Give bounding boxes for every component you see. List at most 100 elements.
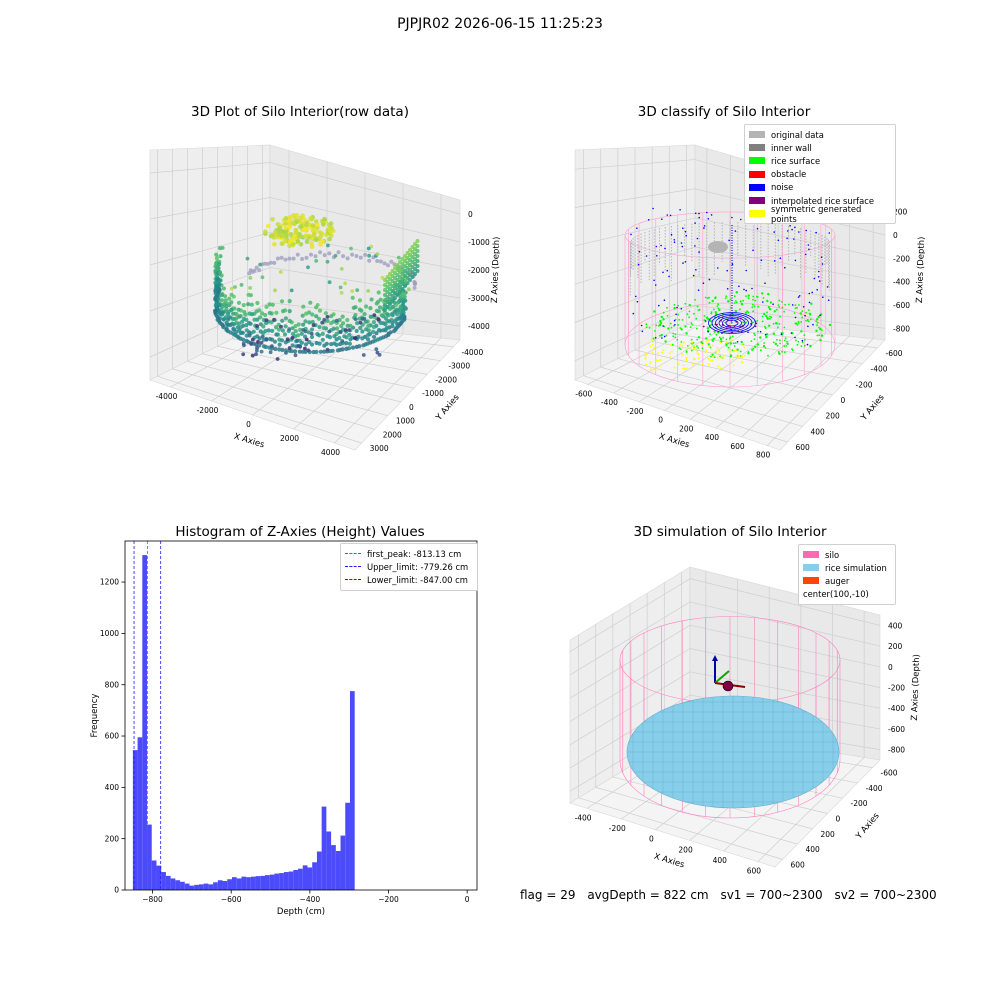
data-point bbox=[653, 330, 656, 332]
data-point bbox=[795, 339, 797, 342]
data-point bbox=[811, 291, 813, 294]
data-point bbox=[800, 345, 803, 347]
data-point bbox=[258, 329, 263, 334]
data-point bbox=[358, 325, 363, 330]
data-point bbox=[698, 308, 701, 311]
y-tick-label: 0 bbox=[841, 396, 846, 405]
data-point bbox=[798, 304, 800, 306]
data-point bbox=[283, 324, 288, 329]
data-point bbox=[241, 352, 246, 357]
data-point bbox=[371, 324, 377, 330]
data-point bbox=[412, 285, 417, 290]
histogram-bar bbox=[231, 877, 237, 890]
data-point bbox=[688, 344, 691, 346]
data-point bbox=[794, 304, 797, 306]
data-point bbox=[306, 265, 310, 270]
silo-bottom-rim bbox=[619, 759, 841, 819]
data-point bbox=[784, 337, 787, 340]
data-point bbox=[259, 349, 264, 354]
data-point bbox=[415, 264, 420, 268]
data-point bbox=[762, 344, 766, 348]
data-point bbox=[684, 261, 687, 263]
data-point bbox=[681, 319, 684, 321]
data-point bbox=[815, 329, 818, 332]
data-point bbox=[303, 342, 309, 347]
y-tick-label: -200 bbox=[856, 380, 873, 389]
data-point bbox=[674, 318, 677, 321]
legend-swatch bbox=[749, 131, 765, 139]
data-point bbox=[669, 343, 671, 346]
data-point bbox=[803, 334, 806, 337]
data-point bbox=[663, 299, 666, 301]
data-point bbox=[688, 316, 690, 319]
data-point bbox=[360, 336, 365, 341]
data-point bbox=[666, 214, 669, 216]
data-point bbox=[677, 304, 679, 307]
data-point bbox=[673, 325, 675, 327]
data-point bbox=[273, 325, 279, 330]
data-point bbox=[304, 337, 309, 342]
data-point bbox=[789, 225, 791, 227]
data-point bbox=[244, 328, 249, 333]
data-point bbox=[403, 284, 407, 288]
histogram-bar bbox=[335, 850, 341, 890]
data-point bbox=[751, 348, 754, 351]
data-point bbox=[298, 327, 303, 332]
data-point bbox=[249, 302, 254, 307]
data-point bbox=[275, 256, 280, 261]
data-point bbox=[820, 334, 824, 337]
data-point bbox=[683, 341, 685, 344]
data-point bbox=[254, 352, 258, 357]
data-point bbox=[645, 255, 648, 257]
y-tick-label: 600 bbox=[105, 732, 120, 741]
data-point bbox=[751, 303, 754, 306]
data-point bbox=[721, 316, 724, 319]
sv2-readout: sv2 = 700~2300 bbox=[834, 888, 937, 902]
data-point bbox=[636, 227, 638, 229]
histogram-bar bbox=[241, 876, 247, 890]
data-point bbox=[318, 250, 323, 255]
grid-line bbox=[617, 358, 818, 412]
data-point bbox=[264, 304, 269, 309]
x-tick-label: 2000 bbox=[280, 434, 299, 443]
z-tick-label: -800 bbox=[893, 324, 910, 333]
data-point bbox=[214, 256, 219, 261]
z-tick-label: -200 bbox=[888, 684, 905, 693]
data-point bbox=[722, 336, 724, 339]
data-point bbox=[345, 317, 350, 323]
y-tick-label: 400 bbox=[105, 783, 120, 792]
data-point bbox=[339, 291, 344, 295]
data-point bbox=[757, 330, 759, 333]
data-point bbox=[347, 328, 352, 332]
data-point bbox=[375, 350, 380, 355]
data-point bbox=[705, 341, 708, 343]
histogram-bar bbox=[132, 750, 138, 890]
data-point bbox=[794, 322, 797, 325]
data-point bbox=[218, 278, 223, 283]
data-point bbox=[776, 338, 778, 341]
data-point bbox=[308, 300, 313, 305]
data-point bbox=[731, 358, 734, 361]
data-point bbox=[704, 320, 707, 322]
data-point bbox=[654, 368, 657, 371]
data-point bbox=[347, 341, 352, 346]
data-point bbox=[289, 288, 294, 293]
data-point bbox=[734, 300, 737, 302]
legend-label: auger bbox=[825, 575, 850, 586]
data-point bbox=[375, 259, 380, 263]
data-point bbox=[303, 346, 307, 351]
data-point bbox=[637, 263, 640, 266]
data-point bbox=[662, 311, 665, 314]
data-point bbox=[290, 326, 295, 331]
data-point bbox=[674, 333, 677, 336]
data-point bbox=[264, 318, 269, 322]
data-point bbox=[828, 232, 831, 234]
data-point bbox=[816, 322, 819, 324]
data-point bbox=[715, 350, 718, 353]
histogram-bar bbox=[213, 882, 218, 890]
histogram-bar bbox=[340, 835, 346, 890]
data-point bbox=[309, 342, 315, 347]
data-point bbox=[702, 282, 705, 284]
data-point bbox=[754, 299, 757, 302]
data-point bbox=[673, 239, 676, 241]
